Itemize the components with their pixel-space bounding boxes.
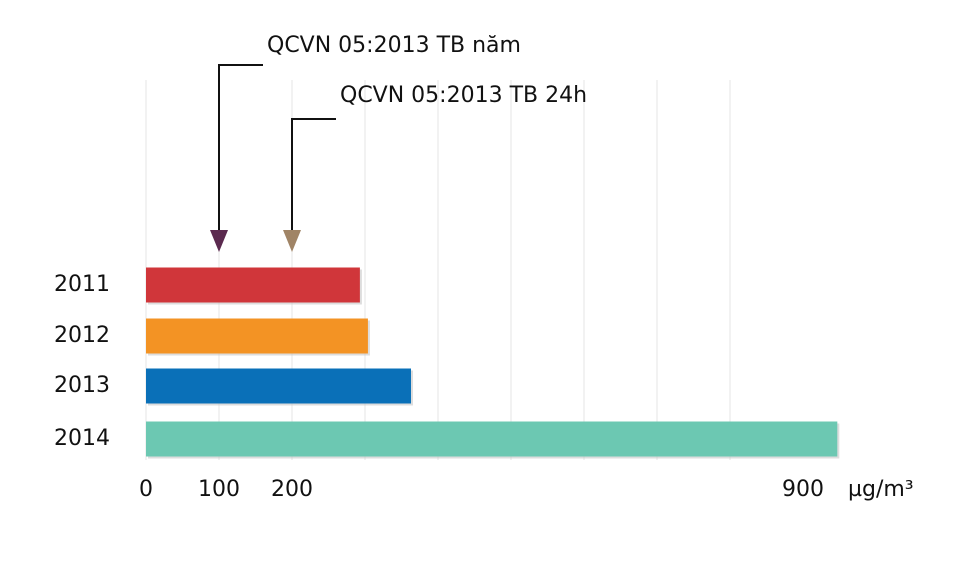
bar [146, 368, 411, 404]
x-tick-label: 900 [782, 477, 824, 502]
y-tick-label: 2013 [54, 373, 110, 398]
bar [146, 318, 368, 354]
annotation-label: QCVN 05:2013 TB 24h [340, 83, 587, 108]
y-tick-label: 2011 [54, 272, 110, 297]
x-tick-label: 0 [139, 477, 153, 502]
annotation-label: QCVN 05:2013 TB năm [267, 33, 521, 58]
bar [146, 267, 360, 303]
x-axis-label: µg/m³ [848, 477, 914, 502]
bar [146, 421, 838, 457]
y-tick-label: 2012 [54, 323, 110, 348]
annotation-arrow [218, 64, 263, 236]
annotation-arrow [291, 118, 336, 236]
arrow-head [283, 230, 301, 252]
y-tick-label: 2014 [54, 426, 110, 451]
x-tick-label: 100 [198, 477, 240, 502]
x-tick-label: 200 [271, 477, 313, 502]
arrow-head [210, 230, 228, 252]
